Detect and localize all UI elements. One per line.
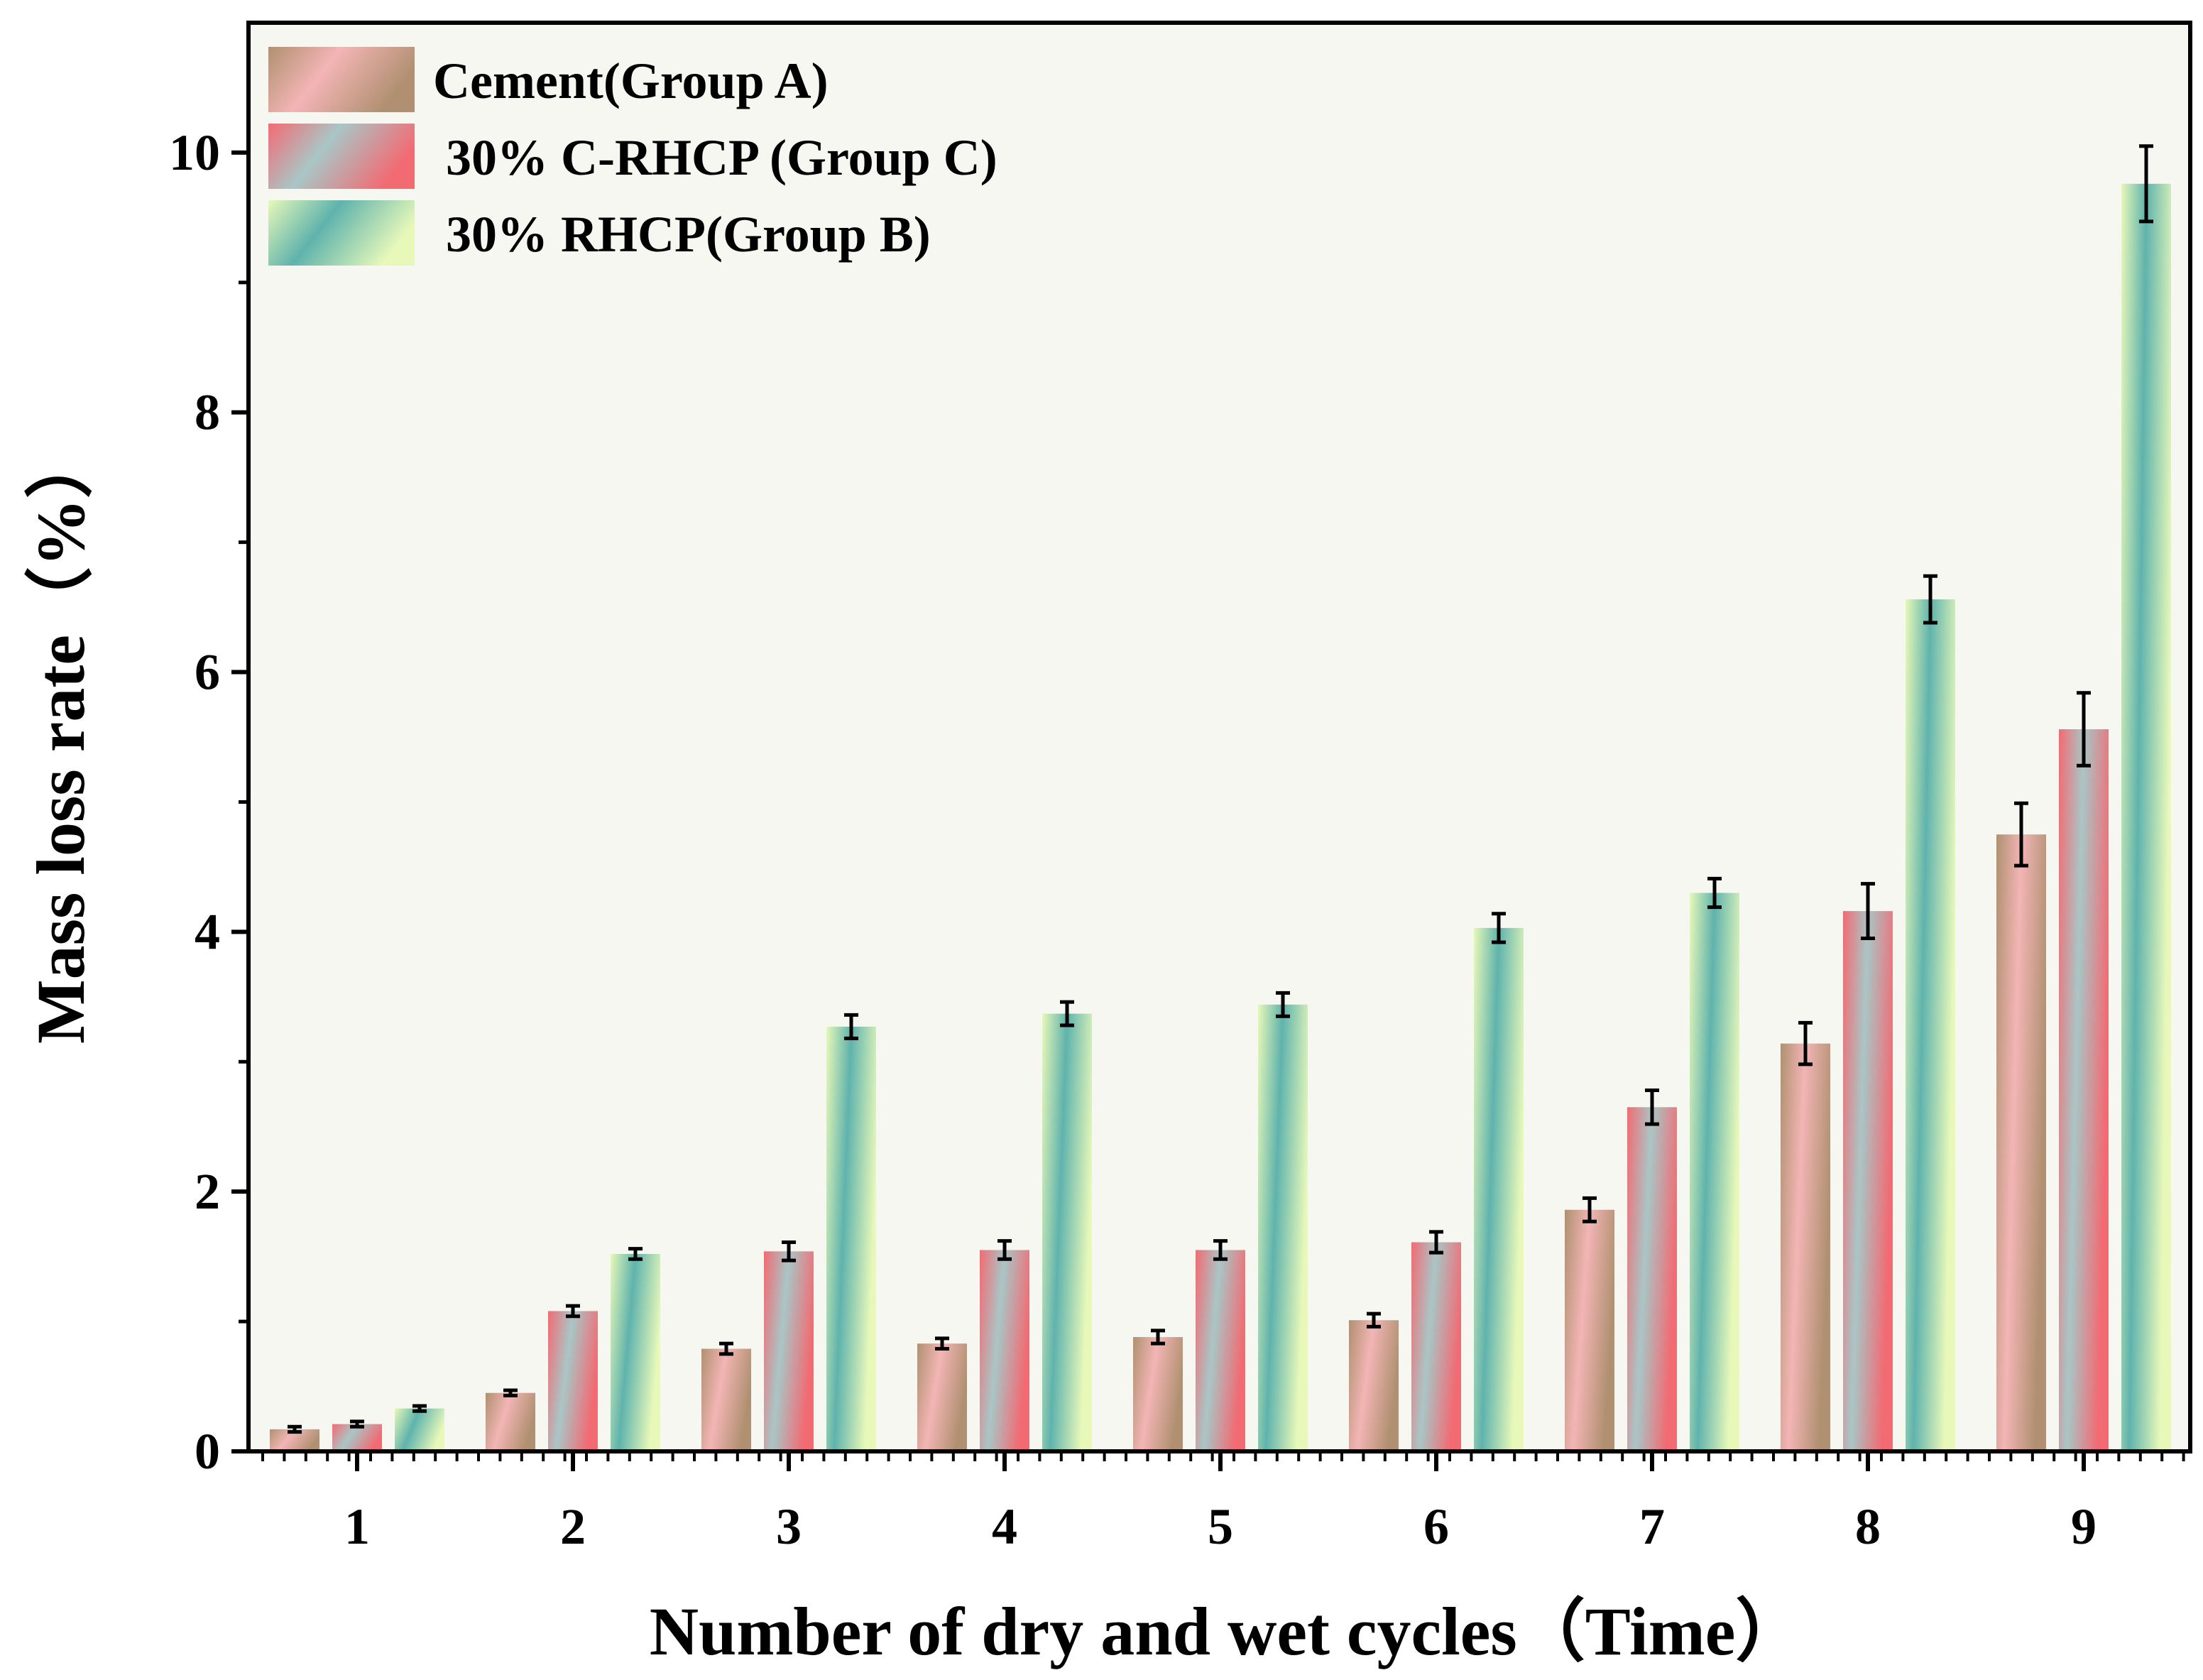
bar-s2-2 [548, 1311, 598, 1451]
bar-s2-5 [1196, 1250, 1245, 1451]
error-bar-s2-6 [1429, 1230, 1443, 1255]
legend-swatch [268, 124, 415, 189]
error-bar-s2-1 [350, 1419, 364, 1429]
bars-layer [270, 183, 2171, 1452]
error-bar-s2-3 [782, 1240, 796, 1262]
error-bar-s3-9 [2139, 144, 2153, 224]
bar-s3-8 [1906, 599, 1955, 1451]
bar-s1-3 [701, 1348, 751, 1451]
error-bar-s1-1 [288, 1424, 302, 1434]
x-tick-label: 4 [992, 1498, 1017, 1555]
error-bar-s3-2 [628, 1247, 643, 1261]
bar-s2-6 [1411, 1242, 1461, 1451]
bar-s2-9 [2059, 729, 2109, 1451]
bar-s2-3 [764, 1251, 814, 1451]
error-bar-s3-3 [844, 1013, 858, 1040]
legend-label: 30% C-RHCP (Group C) [433, 129, 997, 186]
error-bar-s3-8 [1923, 574, 1937, 625]
error-bar-s1-7 [1582, 1196, 1597, 1223]
legend-item-3: 30% RHCP(Group B) [268, 200, 931, 266]
bar-s3-9 [2121, 183, 2171, 1452]
x-tick-label: 1 [344, 1498, 370, 1555]
error-bar-s1-3 [719, 1341, 733, 1356]
error-bar-s1-4 [935, 1336, 949, 1351]
legend-item-1: Cement(Group A) [268, 47, 829, 112]
bar-s1-5 [1133, 1337, 1183, 1451]
legend-swatch [268, 47, 415, 112]
y-tick-label: 8 [195, 384, 220, 441]
bar-s2-1 [332, 1424, 382, 1451]
error-bar-s2-5 [1213, 1239, 1228, 1261]
bar-s3-7 [1690, 893, 1739, 1451]
error-bar-s3-4 [1060, 1000, 1074, 1027]
x-tick-label: 3 [776, 1498, 802, 1555]
bar-s1-4 [917, 1343, 967, 1451]
x-tick-label: 9 [2071, 1498, 2097, 1555]
bar-s1-8 [1781, 1043, 1830, 1451]
bar-s1-7 [1565, 1209, 1614, 1451]
error-bar-s2-7 [1645, 1089, 1659, 1126]
bar-s1-2 [486, 1392, 535, 1451]
y-tick-label: 10 [169, 124, 220, 181]
y-tick-label: 2 [195, 1163, 220, 1220]
error-bars-layer [288, 144, 2153, 1434]
error-bar-s1-6 [1367, 1311, 1381, 1329]
y-axis-title: Mass loss rate（%） [23, 430, 99, 1044]
error-bar-s3-7 [1707, 876, 1722, 910]
error-bar-s1-8 [1798, 1020, 1813, 1067]
bar-s3-2 [611, 1253, 660, 1451]
x-tick-label: 6 [1423, 1498, 1449, 1555]
y-tick-label: 0 [195, 1423, 220, 1480]
error-bar-s3-6 [1492, 912, 1506, 944]
x-tick-label: 7 [1639, 1498, 1665, 1555]
x-axis-title: Number of dry and wet cycles（Time） [650, 1593, 1804, 1669]
error-bar-s3-1 [412, 1404, 427, 1413]
error-bar-s2-2 [566, 1304, 580, 1319]
bar-s3-4 [1042, 1013, 1092, 1451]
error-bar-s2-4 [997, 1239, 1012, 1261]
error-bar-s3-5 [1276, 991, 1290, 1018]
legend-label: Cement(Group A) [433, 53, 829, 109]
bar-s3-1 [395, 1408, 444, 1451]
y-tick-label: 4 [195, 903, 220, 960]
error-bar-s2-9 [2077, 691, 2091, 768]
bar-s3-5 [1258, 1004, 1308, 1451]
legend-item-2: 30% C-RHCP (Group C) [268, 124, 997, 189]
legend: Cement(Group A) 30% C-RHCP (Group C) 30%… [268, 47, 997, 266]
error-bar-s2-8 [1861, 882, 1875, 941]
bar-s1-6 [1349, 1320, 1399, 1451]
bar-s2-4 [980, 1250, 1029, 1451]
error-bar-s1-9 [2014, 801, 2028, 868]
legend-label: 30% RHCP(Group B) [433, 206, 931, 263]
bar-s2-8 [1843, 911, 1893, 1451]
y-tick-label: 6 [195, 644, 220, 701]
bar-s3-6 [1474, 927, 1524, 1451]
bar-s2-7 [1627, 1107, 1677, 1451]
legend-swatch [268, 200, 415, 266]
bar-s1-9 [1996, 834, 2046, 1451]
x-tick-label: 8 [1855, 1498, 1881, 1555]
error-bar-s1-5 [1151, 1329, 1165, 1346]
x-tick-label: 5 [1208, 1498, 1233, 1555]
bar-s3-3 [826, 1026, 876, 1451]
x-tick-label: 2 [560, 1498, 586, 1555]
error-bar-s1-2 [503, 1388, 518, 1397]
